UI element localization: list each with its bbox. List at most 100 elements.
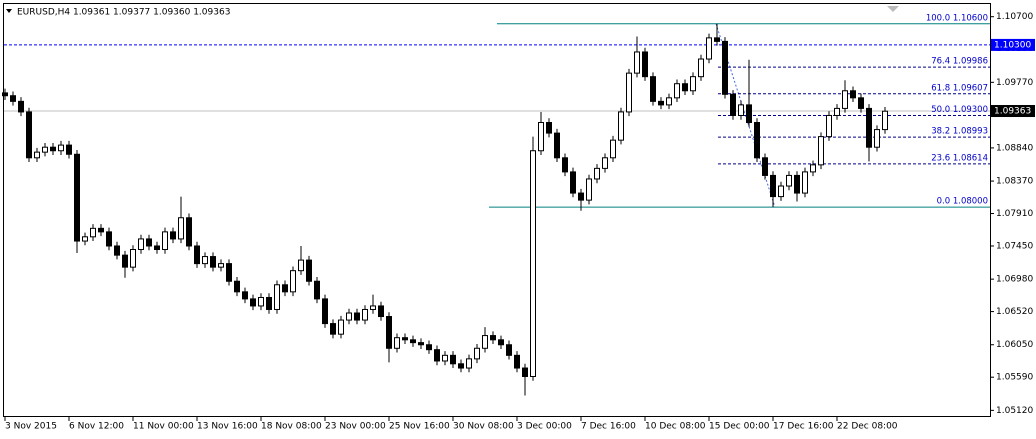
candle-body bbox=[634, 51, 640, 74]
x-tick-label: 30 Nov 08:00 bbox=[453, 422, 514, 432]
candle-body bbox=[298, 259, 304, 272]
candle-body bbox=[250, 298, 256, 307]
candle-body bbox=[194, 245, 200, 265]
candle-body bbox=[2, 92, 8, 97]
candle-body bbox=[170, 231, 176, 240]
candle-body bbox=[514, 354, 520, 369]
candle-body bbox=[58, 144, 64, 152]
candle-body bbox=[714, 37, 720, 42]
candle-body bbox=[154, 245, 160, 251]
candle-body bbox=[10, 95, 16, 102]
candle-body bbox=[442, 354, 448, 362]
candle-body bbox=[658, 100, 664, 106]
x-tick-label: 25 Nov 16:00 bbox=[389, 422, 450, 432]
candle-body bbox=[866, 107, 872, 148]
candle-body bbox=[554, 132, 560, 159]
x-tick-label: 11 Nov 00:00 bbox=[133, 422, 194, 432]
candle-body bbox=[546, 122, 552, 134]
candle-body bbox=[754, 122, 760, 159]
shift-marker[interactable] bbox=[887, 6, 899, 12]
candle-body bbox=[730, 93, 736, 116]
candle-body bbox=[370, 305, 376, 310]
candle-body bbox=[794, 174, 800, 194]
candle-body bbox=[354, 312, 360, 321]
candle-body bbox=[42, 146, 48, 153]
chart-title: EURUSD,H4 1.09361 1.09377 1.09360 1.0936… bbox=[17, 8, 230, 18]
candle-body bbox=[474, 347, 480, 360]
candle-body bbox=[386, 316, 392, 349]
x-tick-label: 7 Dec 16:00 bbox=[581, 422, 636, 432]
candle-body bbox=[322, 298, 328, 325]
x-tick-label: 15 Dec 00:00 bbox=[709, 422, 770, 432]
candle-body bbox=[434, 349, 440, 362]
candle-body bbox=[570, 171, 576, 194]
candle-body bbox=[698, 58, 704, 78]
x-tick-label: 23 Nov 00:00 bbox=[325, 422, 386, 432]
candle-body bbox=[402, 337, 408, 341]
candle-body bbox=[834, 107, 840, 116]
x-tick-label: 13 Nov 16:00 bbox=[197, 422, 258, 432]
candle-body bbox=[274, 284, 280, 310]
candle-body bbox=[226, 263, 232, 282]
candle-body bbox=[578, 192, 584, 201]
candle-body bbox=[738, 104, 744, 116]
candle-body bbox=[82, 236, 88, 242]
x-tick-label: 10 Dec 08:00 bbox=[645, 422, 706, 432]
candle-body bbox=[362, 308, 368, 321]
candle-body bbox=[26, 111, 32, 159]
menu-triangle[interactable] bbox=[6, 9, 12, 13]
candle-body bbox=[610, 139, 616, 159]
candle-body bbox=[114, 245, 120, 256]
candle-body bbox=[522, 367, 528, 377]
candle-body bbox=[138, 238, 144, 251]
candle-body bbox=[258, 296, 264, 307]
candle-body bbox=[746, 104, 752, 124]
candle-body bbox=[618, 111, 624, 141]
candle-body bbox=[146, 238, 152, 247]
candle-body bbox=[850, 90, 856, 99]
candle-body bbox=[650, 76, 656, 102]
candle-body bbox=[426, 344, 432, 351]
candle-body bbox=[642, 51, 648, 78]
fibo-label: 38.2 1.08993 bbox=[931, 127, 988, 137]
candle-body bbox=[826, 114, 832, 138]
candle-body bbox=[74, 153, 80, 242]
candle-body bbox=[690, 76, 696, 92]
candle-body bbox=[290, 270, 296, 293]
candle-body bbox=[202, 256, 208, 265]
candle-body bbox=[234, 280, 240, 293]
candle-body bbox=[706, 37, 712, 60]
candle-body bbox=[450, 354, 456, 365]
candle-body bbox=[842, 90, 848, 109]
candle-body bbox=[66, 144, 72, 155]
candle-body bbox=[810, 164, 816, 173]
candle-body bbox=[722, 40, 728, 95]
candle-body bbox=[602, 157, 608, 169]
candle-body bbox=[98, 227, 104, 233]
candle-body bbox=[210, 256, 216, 268]
fibo-label: 50.0 1.09300 bbox=[931, 105, 988, 115]
candle-body bbox=[818, 136, 824, 166]
y-tick-label: 1.06980 bbox=[996, 275, 1033, 285]
candle-body bbox=[530, 150, 536, 377]
y-tick-label: 1.06520 bbox=[996, 307, 1033, 317]
candle-body bbox=[770, 174, 776, 198]
candle-body bbox=[330, 323, 336, 335]
hline-price-label: 1.10300 bbox=[994, 40, 1031, 50]
fibo-label: 100.0 1.10600 bbox=[926, 13, 988, 23]
fibo-label: 61.8 1.09607 bbox=[931, 83, 988, 93]
candle-body bbox=[586, 178, 592, 201]
y-tick-label: 1.06050 bbox=[996, 340, 1033, 350]
candle-body bbox=[466, 358, 472, 369]
fibo-label: 0.0 1.08000 bbox=[937, 197, 988, 207]
candle-body bbox=[418, 342, 424, 346]
fibo-label: 76.4 1.09986 bbox=[931, 57, 988, 67]
candle-body bbox=[306, 259, 312, 282]
candle-body bbox=[346, 312, 352, 321]
plot-frame bbox=[3, 3, 991, 417]
y-tick-label: 1.07450 bbox=[996, 241, 1033, 251]
candle-body bbox=[458, 363, 464, 369]
y-tick-label: 1.08370 bbox=[996, 177, 1033, 187]
